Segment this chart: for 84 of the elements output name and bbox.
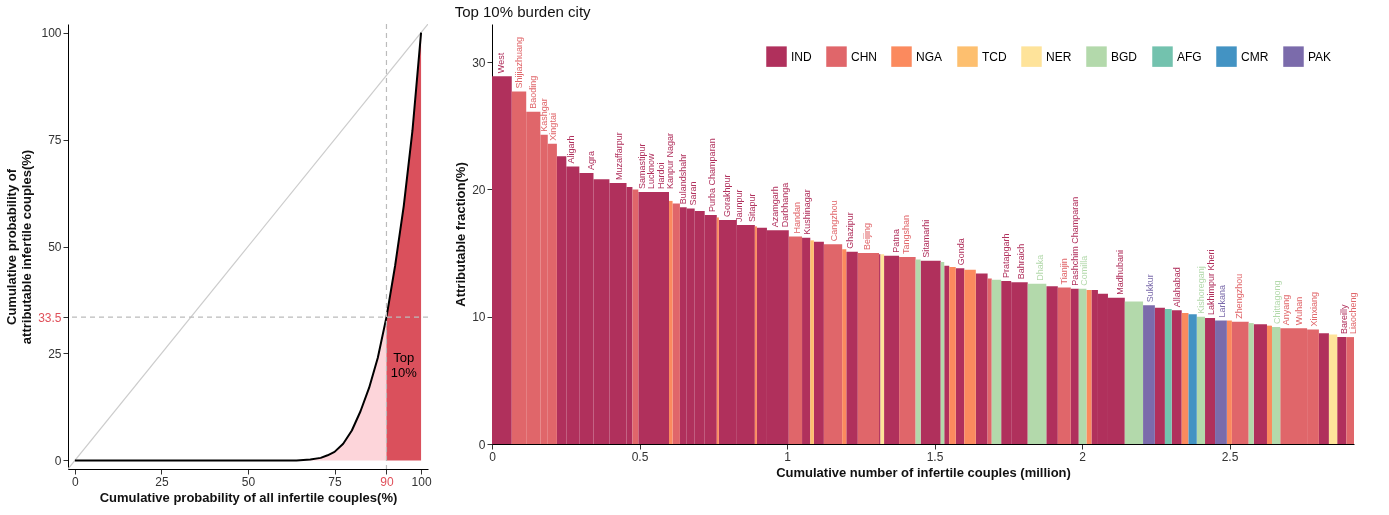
x-tick-label: 1 — [784, 449, 792, 464]
y-tick-label: 0 — [478, 437, 486, 452]
annotation: Allahabad — [1171, 267, 1182, 308]
annotation: Dhaka — [1034, 254, 1045, 281]
x-tick-label: 2.5 — [1221, 449, 1239, 464]
annotation: Bareilly — [1338, 304, 1349, 335]
x-axis-title: Cumulative number of infertile couples (million) — [776, 464, 1071, 480]
annotation: Xingtai — [548, 113, 559, 141]
annotation: Kashgar — [538, 98, 549, 132]
annotation: Pashchim Champaran — [1069, 196, 1080, 286]
annotation: Sukkur — [1144, 274, 1155, 303]
annotation: Chittagong — [1272, 280, 1282, 324]
annotation: Patna — [890, 229, 901, 253]
annotation: Agra — [586, 150, 597, 170]
legend-label: CHN — [851, 49, 877, 64]
x-tick-label: 2 — [1079, 449, 1087, 464]
annotation: Azamgarh — [770, 186, 781, 228]
annotation: Sitapur — [746, 193, 757, 223]
annotation: Sitamarhi — [920, 219, 931, 258]
annotation: Lakhimpur Kheri — [1205, 249, 1216, 315]
x-tick-label: 0 — [72, 474, 80, 489]
annotation: Pratapgarh — [1001, 233, 1012, 279]
x-tick-label: 100 — [411, 474, 432, 489]
annotation: Larkana — [1216, 285, 1227, 318]
chart-title: Top 10% burden city — [454, 3, 592, 20]
annotation: Aligarh — [566, 135, 577, 164]
y-tick-label: 75 — [48, 133, 62, 148]
annotation: Madhubani — [1114, 250, 1125, 295]
annotation: Gonda — [956, 238, 967, 266]
legend-label: CMR — [1241, 49, 1269, 64]
y-axis-title: Attributable fraction(%) — [453, 162, 469, 307]
annotation: Zhengzhou — [1233, 273, 1244, 319]
annotation: Kushinagar — [801, 189, 812, 235]
annotation: Saran — [687, 181, 698, 206]
annotation: Ghazipur — [845, 212, 856, 249]
x-tick-label: 0 — [489, 449, 497, 464]
annotation: Handan — [792, 202, 803, 234]
legend-label: IND — [791, 49, 812, 64]
annotation: Anyang — [1281, 294, 1292, 326]
x-tick-label: 75 — [328, 474, 343, 489]
annotation: Comilla — [1079, 255, 1090, 286]
annotation: Kishoreganj — [1196, 266, 1207, 314]
legend-label: NGA — [916, 49, 943, 64]
annotation: West — [495, 52, 506, 74]
annotation: Cangzhou — [828, 200, 839, 242]
annotation: Baoding — [528, 75, 539, 109]
annotation: Top 10% — [390, 349, 418, 380]
x-tick-label: 25 — [155, 474, 169, 489]
annotation: Liaocheng — [1348, 292, 1359, 335]
annotation: Tangshan — [900, 214, 911, 254]
y-axis-title: Cumulative probability of attributable infertile couples(%) — [4, 149, 35, 345]
annotation: Hardoi — [655, 162, 666, 189]
annotation: Bahraich — [1016, 243, 1027, 280]
legend-label: PAK — [1308, 49, 1332, 64]
legend-label: BGD — [1111, 49, 1138, 64]
annotation: Samastipur — [636, 143, 647, 189]
y-tick-label: 30 — [472, 55, 486, 70]
annotation: Shijiazhuang — [513, 36, 524, 89]
annotation: Wuhan — [1293, 296, 1304, 326]
legend-label: TCD — [982, 49, 1007, 64]
y-tick-label: 20 — [472, 182, 486, 197]
x-tick-label: 90 — [380, 474, 394, 489]
y-tick-label: 25 — [48, 346, 62, 361]
annotation: Darbhanga — [779, 182, 790, 228]
x-tick-label: 1.5 — [926, 449, 944, 464]
annotation: Jaunpur — [733, 189, 744, 223]
annotation: Muzaffarpur — [614, 132, 625, 181]
y-tick-label: 10 — [472, 310, 486, 325]
annotation: Beijing — [862, 223, 873, 251]
x-axis-title: Cumulative probability of all infertile couples(%) — [99, 489, 398, 505]
legend-label: AFG — [1177, 49, 1202, 64]
x-tick-label: 50 — [241, 474, 256, 489]
annotation: Xinxiang — [1308, 291, 1319, 327]
annotation: Purba Champaran — [706, 138, 717, 212]
legend-label: NER — [1046, 49, 1072, 64]
annotation: Lucknow — [646, 152, 657, 189]
y-tick-label: 33.5 — [38, 310, 62, 325]
y-tick-label: 50 — [48, 240, 62, 254]
annotation: Tianjin — [1059, 258, 1070, 285]
annotation: Gorakhpur — [721, 174, 732, 217]
y-tick-label: 100 — [41, 26, 62, 41]
annotation: Bulandshahr — [678, 153, 689, 205]
x-tick-label: 0.5 — [631, 449, 649, 464]
annotation: Kanpur Nagar — [665, 132, 676, 189]
